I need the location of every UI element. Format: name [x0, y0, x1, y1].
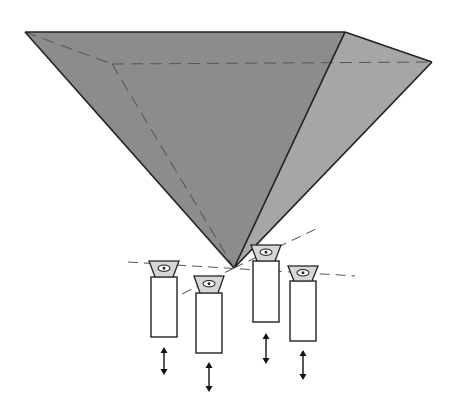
edge-right: [233, 61, 433, 269]
leg-body: [289, 280, 317, 342]
adjustment-arrow-down-head: [299, 374, 307, 380]
double-arrow-vertical-icon: [160, 347, 168, 375]
leg-cap-pivot: [162, 266, 166, 270]
leg-cap-pivot: [207, 282, 211, 286]
support-cap-icon: [250, 244, 282, 262]
leg-body: [195, 292, 223, 354]
leg-body: [252, 260, 280, 323]
edge-top-right: [344, 31, 433, 63]
adjustment-arrow-up-head: [299, 350, 307, 356]
pyramid-right-face: [234, 32, 432, 268]
adjustment-arrow-down-head: [262, 358, 270, 364]
adjustment-arrow-up-head: [160, 347, 168, 353]
adjustment-arrow-down-head: [205, 386, 213, 392]
adjustment-arrow-up-head: [262, 333, 270, 339]
edge-left: [24, 31, 235, 269]
support-leg: [250, 244, 282, 364]
pyramid-front-face: [25, 32, 345, 268]
hidden-edge-back-right: [111, 61, 433, 65]
support-leg: [287, 265, 319, 380]
support-cap-icon: [148, 260, 180, 278]
double-arrow-vertical-icon: [205, 362, 213, 392]
adjustment-arrow-up-head: [205, 362, 213, 368]
double-arrow-vertical-icon: [262, 333, 270, 364]
leg-cap-pivot: [301, 271, 305, 275]
leg-body: [150, 276, 178, 338]
adjustment-arrow-down-head: [160, 369, 168, 375]
support-cap-icon: [287, 265, 319, 282]
support-leg: [148, 260, 180, 375]
visible-edges: [24, 31, 433, 269]
support-legs: [148, 244, 319, 392]
support-leg: [193, 275, 225, 392]
hidden-edges: [24, 31, 433, 269]
hidden-edge-back-top: [24, 31, 113, 65]
hidden-edge-back-down: [111, 63, 235, 269]
support-cap-icon: [193, 275, 225, 294]
edge-front-right: [233, 31, 346, 269]
double-arrow-vertical-icon: [299, 350, 307, 380]
leg-cap-pivot: [264, 250, 268, 254]
